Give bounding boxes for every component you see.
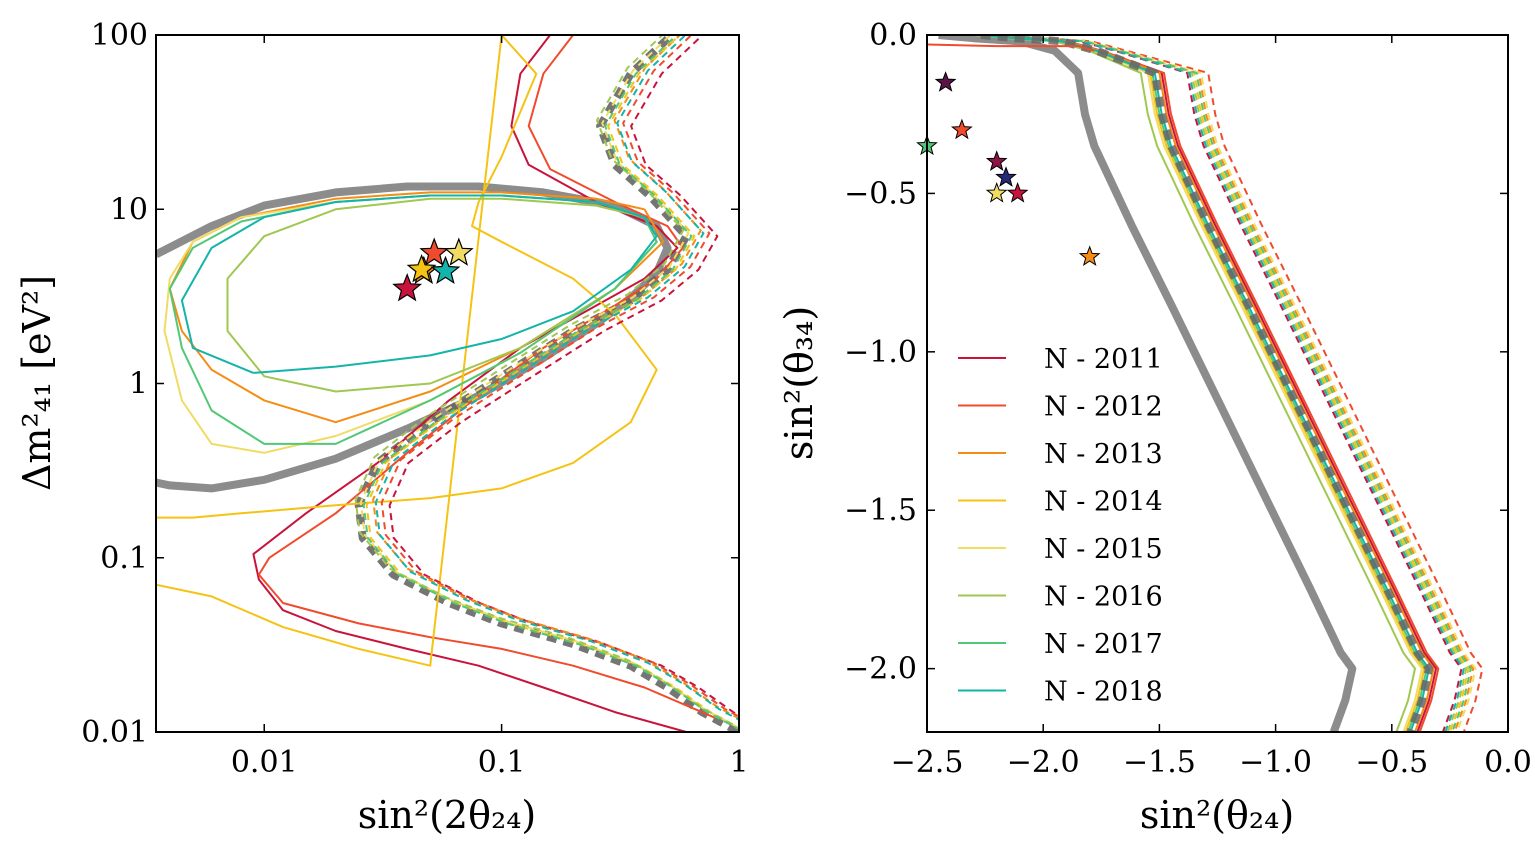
left-dashed-contour-4 — [359, 35, 739, 730]
right-star-marker-2011 — [1006, 181, 1029, 203]
right-markers — [916, 71, 1101, 267]
left-star-marker-0 — [392, 273, 423, 302]
right-dashed-5 — [1001, 35, 1468, 732]
right-dashed-7 — [999, 35, 1465, 732]
left-series-1 — [354, 35, 739, 732]
left-y-axis-title: Δm²₄₁ [eV²] — [15, 275, 59, 491]
right-plot-frame — [926, 34, 1509, 733]
left-series-4 — [168, 191, 665, 424]
legend-label: N - 2017 — [1044, 629, 1163, 660]
left-xtick-label: 1 — [729, 745, 748, 780]
right-xtick-label: −1.0 — [1239, 745, 1312, 780]
legend-label: N - 2011 — [1044, 344, 1163, 375]
left-contours — [156, 35, 739, 732]
right-xtick-label: −1.5 — [1123, 745, 1196, 780]
right-solid-7 — [980, 35, 1431, 732]
right-reference-dashed — [980, 35, 1434, 732]
right-top-line — [927, 43, 1095, 52]
right-xtick-label: −2.0 — [1007, 745, 1080, 780]
right-star-marker-2013 — [1078, 245, 1101, 267]
right-dashed-1 — [1010, 35, 1484, 732]
left-series-2 — [252, 35, 687, 732]
legend-label: N - 2014 — [1044, 487, 1163, 518]
right-star-marker-2017 — [985, 150, 1008, 171]
left-dashed-contour-0 — [388, 38, 739, 717]
left-series-3 — [257, 35, 717, 720]
left-ytick-label: 0.01 — [81, 715, 148, 750]
right-star-marker-2012 — [950, 118, 973, 140]
right-ytick-label: −2.0 — [844, 652, 917, 687]
right-solid-3 — [978, 35, 1426, 732]
right-x-ticks: −2.5 −2.0 −1.5 −1.0 −0.5 0.0 — [891, 35, 1532, 780]
left-star-marker-3 — [406, 254, 437, 283]
left-xtick-label: 0.01 — [231, 745, 298, 780]
legend-label: N - 2018 — [1044, 677, 1163, 708]
left-series-9 — [180, 194, 658, 374]
left-y-ticks: 0.01 0.1 1 10 100 — [81, 18, 739, 750]
left-dashed-contour-3 — [365, 38, 739, 729]
left-ytick-label: 1 — [129, 367, 148, 402]
left-series-7 — [226, 197, 658, 393]
left-xtick-label: 0.1 — [478, 745, 526, 780]
right-ytick-label: −1.5 — [844, 493, 917, 528]
legend-label: N - 2013 — [1044, 439, 1163, 470]
left-dashed-contour-1 — [380, 35, 739, 718]
right-ytick-label: −1.0 — [844, 335, 917, 370]
legend-label: N - 2012 — [1044, 392, 1163, 423]
right-y-ticks: 0.0 −0.5 −1.0 −1.5 −2.0 — [844, 18, 1508, 687]
right-solid-6 — [979, 35, 1428, 732]
right-star-marker-top — [934, 71, 957, 92]
right-ytick-label: 0.0 — [869, 18, 917, 53]
left-panel: 0.01 0.1 1 0.01 0.1 1 10 100 sin²(2θ₂₄) Δm²₄₁ … — [15, 18, 749, 837]
right-y-axis-title: sin²(θ₃₄) — [777, 306, 821, 460]
legend: N - 2011 N - 2012 N - 2013 N - 2014 N - 2015… — [958, 344, 1163, 708]
left-best-fit-markers — [392, 237, 474, 302]
right-ytick-label: −0.5 — [844, 176, 917, 211]
right-xtick-label: 0.0 — [1484, 745, 1532, 780]
legend-label: N - 2015 — [1044, 534, 1163, 565]
left-x-ticks: 0.01 0.1 1 — [231, 35, 749, 780]
left-series-5 — [156, 35, 658, 667]
left-x-axis-title: sin²(2θ₂₄) — [358, 793, 537, 837]
right-xtick-label: −2.5 — [891, 745, 964, 780]
legend-label: N - 2016 — [1044, 582, 1163, 613]
right-solid-4 — [976, 35, 1424, 732]
right-xtick-label: −0.5 — [1355, 745, 1428, 780]
left-dashed-contour-2 — [372, 35, 739, 720]
left-star-marker-4 — [443, 237, 474, 266]
right-x-axis-title: sin²(θ₂₄) — [1140, 793, 1294, 837]
right-solid-5 — [973, 35, 1417, 732]
right-star-marker-2014 — [985, 181, 1008, 203]
left-star-marker-1 — [419, 237, 450, 266]
right-star-marker-2016 — [995, 166, 1017, 187]
right-panel: −2.5 −2.0 −1.5 −1.0 −0.5 0.0 0.0−0.5−1.0−1.5−… — [777, 18, 1532, 837]
left-ytick-label: 100 — [91, 18, 148, 53]
left-star-marker-5 — [430, 255, 461, 285]
left-dashed-contour-5 — [354, 35, 737, 728]
left-series-0 — [156, 182, 672, 493]
right-dashed-6 — [1003, 35, 1472, 732]
left-ytick-label: 10 — [110, 192, 148, 227]
left-ytick-label: 0.1 — [100, 541, 148, 576]
right-contours — [927, 35, 1484, 732]
